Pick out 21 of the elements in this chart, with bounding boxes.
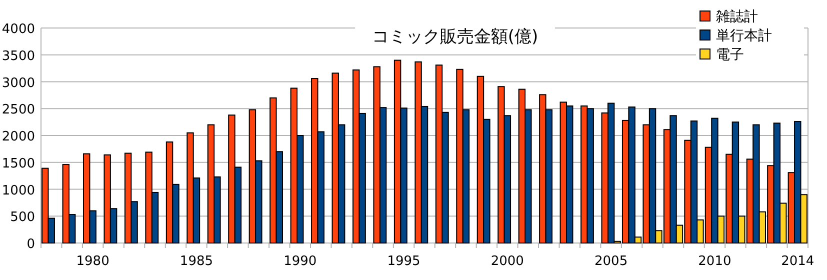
- x-tick-label: 2000: [490, 254, 524, 269]
- legend-label: 雑誌計: [716, 9, 758, 25]
- x-tick-label: 1980: [76, 254, 110, 269]
- y-tick-label: 1000: [2, 183, 35, 198]
- y-tick-label: 0: [26, 237, 35, 252]
- chart-title: コミック販売金額(億): [372, 27, 538, 47]
- x-tick-label: 1990: [284, 254, 317, 269]
- y-tick-label: 500: [10, 210, 35, 226]
- legend-label: 単行本計: [716, 28, 772, 44]
- y-tick-label: 2000: [2, 130, 35, 144]
- legend-label: 電子: [716, 47, 744, 63]
- y-tick-label: 3500: [2, 48, 35, 64]
- x-tick-label: 2010: [698, 254, 732, 269]
- x-tick-label: 1995: [387, 254, 420, 269]
- y-tick-label: 2500: [2, 102, 35, 118]
- x-tick-label: 1985: [180, 254, 214, 269]
- x-tick-label: 2014: [781, 254, 814, 269]
- y-tick-label: 1500: [2, 156, 35, 172]
- y-tick-label: 4000: [2, 22, 35, 37]
- x-tick-label: 2005: [594, 254, 628, 269]
- y-tick-label: 3000: [2, 76, 35, 91]
